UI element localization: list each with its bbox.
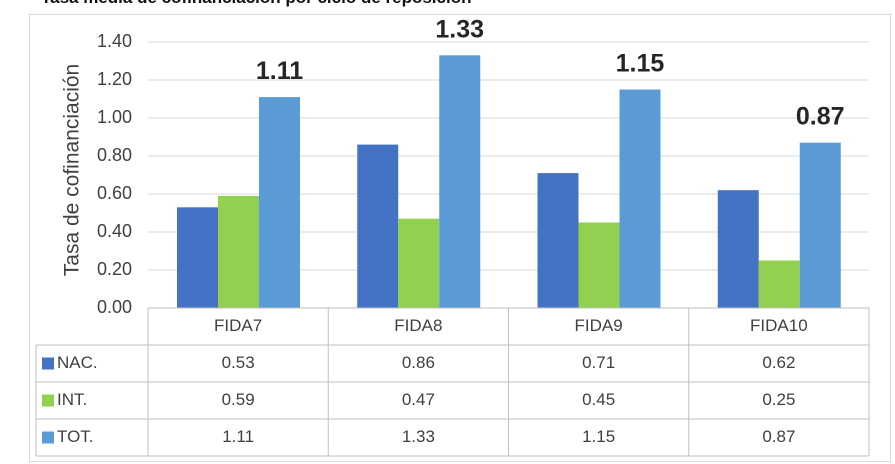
y-tick-label: 0.80	[97, 145, 132, 165]
table-cell: 0.53	[222, 353, 255, 372]
legend-label: INT.	[57, 390, 87, 409]
data-labels: 1.11 1.33 1.15 0.87	[256, 15, 845, 130]
legend-swatch	[42, 357, 54, 370]
table-cell: 1.15	[582, 427, 615, 446]
legend-label: TOT.	[57, 427, 94, 446]
bar-int-fida10	[758, 260, 800, 308]
x-tick-label: FIDA9	[575, 316, 623, 335]
y-tick-label: 1.40	[97, 31, 132, 51]
y-tick-label: 1.20	[97, 69, 132, 89]
x-tick-label: FIDA10	[750, 316, 808, 335]
data-label-total: 1.11	[256, 57, 303, 85]
table-cell: 0.71	[582, 353, 615, 372]
bar-tot-fida7	[259, 97, 300, 308]
legend-swatch	[42, 394, 54, 407]
data-label-total: 1.15	[616, 50, 665, 78]
legend-label: NAC.	[57, 353, 98, 372]
table-cell: 0.86	[402, 353, 435, 372]
table-cell: 0.59	[222, 390, 255, 409]
y-tick-label: 0.40	[97, 221, 132, 241]
bar-int-fida9	[578, 222, 620, 308]
legend-swatch	[42, 431, 54, 444]
bar-nac-fida9	[537, 173, 579, 308]
table-cell: 0.47	[402, 390, 435, 409]
bar-nac-fida10	[717, 190, 759, 308]
bar-int-fida8	[398, 218, 440, 308]
bar-tot-fida9	[619, 89, 661, 308]
table-cell: 0.62	[762, 353, 795, 372]
y-axis-ticks: 0.00 0.20 0.40 0.60 0.80 1.00 1.20 1.40	[97, 31, 132, 317]
bar-tot-fida10	[799, 142, 841, 308]
table-cell: 0.25	[762, 390, 795, 409]
y-tick-label: 1.00	[97, 107, 132, 127]
bars	[177, 55, 841, 308]
table-cell: 0.87	[762, 427, 795, 446]
x-tick-label: FIDA8	[394, 316, 442, 335]
table-cell: 0.45	[582, 390, 615, 409]
data-table: FIDA7 FIDA8 FIDA9 FIDA10 NAC. 0.53 0.86 0.71 0.6…	[35, 307, 870, 457]
bar-int-fida7	[218, 195, 259, 308]
table-cell: 1.11	[222, 427, 254, 446]
x-tick-label: FIDA7	[214, 316, 262, 335]
y-axis-label: Tasa de cofinanciación	[61, 64, 84, 276]
bar-nac-fida8	[357, 144, 399, 308]
data-label-total: 0.87	[796, 103, 845, 131]
y-tick-label: 0.20	[97, 259, 132, 279]
bar-tot-fida8	[439, 55, 481, 308]
bar-nac-fida7	[177, 207, 218, 308]
y-tick-label: 0.60	[97, 183, 132, 203]
y-tick-label: 0.00	[97, 297, 132, 317]
table-cell: 1.33	[402, 427, 435, 446]
data-label-total: 1.33	[435, 15, 484, 43]
chart-title: Tasa media de cofinanciación por ciclo d…	[41, 0, 471, 8]
